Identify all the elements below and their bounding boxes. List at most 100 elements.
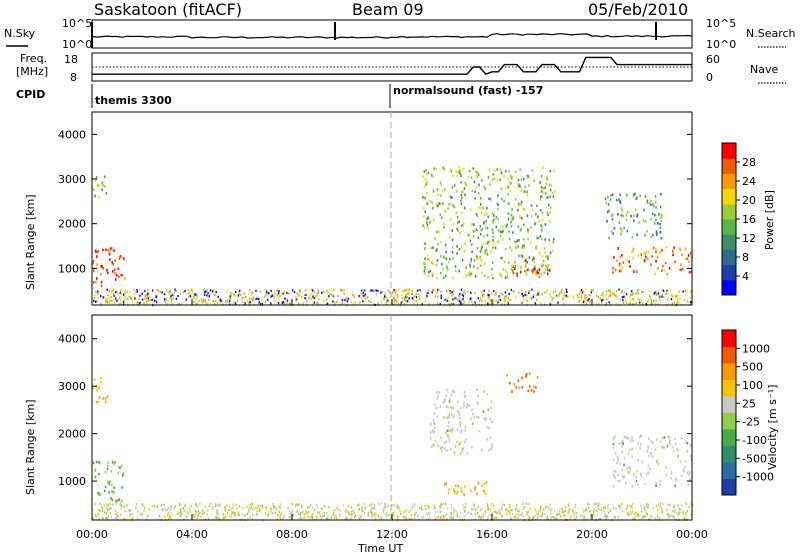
range-gate-cell (492, 221, 494, 224)
range-gate-cell (659, 483, 661, 487)
range-gate-cell (511, 513, 514, 516)
range-gate-cell (486, 206, 488, 210)
range-gate-cell (182, 506, 184, 509)
range-gate-cell (625, 293, 628, 296)
range-gate-cell (259, 303, 262, 306)
range-gate-cell (131, 513, 133, 516)
range-gate-cell (129, 514, 131, 517)
range-gate-cell (362, 300, 364, 303)
range-gate-cell (539, 505, 542, 508)
range-gate-cell (613, 293, 616, 296)
range-gate-cell (417, 289, 419, 292)
range-gate-cell (234, 301, 236, 304)
range-gate-cell (231, 292, 233, 295)
range-gate-cell (673, 301, 676, 304)
range-gate-cell (448, 260, 450, 264)
range-gate-cell (141, 298, 144, 301)
range-gate-cell (508, 230, 510, 233)
range-gate-cell (443, 167, 446, 171)
range-gate-cell (128, 509, 130, 512)
range-gate-cell (380, 517, 382, 520)
range-gate-cell (151, 505, 154, 508)
range-gate-cell (672, 445, 674, 449)
range-gate-cell (481, 484, 483, 488)
date-title: 05/Feb/2010 (588, 0, 688, 19)
range-gate-cell (285, 302, 288, 305)
range-gate-cell (100, 280, 103, 284)
range-gate-cell (441, 445, 444, 449)
range-gate-cell (282, 301, 285, 304)
range-gate-cell (622, 299, 624, 302)
range-gate-cell (190, 504, 192, 508)
range-gate-cell (544, 238, 546, 241)
range-gate-cell (665, 473, 668, 477)
range-gate-cell (161, 291, 163, 294)
range-gate-cell (491, 420, 493, 424)
range-gate-cell (192, 513, 195, 516)
range-gate-cell (549, 195, 552, 198)
range-gate-cell (499, 230, 502, 234)
range-gate-cell (655, 250, 657, 254)
range-gate-cell (657, 462, 660, 466)
range-gate-cell (588, 506, 590, 509)
range-gate-cell (517, 208, 519, 212)
range-gate-cell (450, 291, 452, 294)
range-gate-cell (549, 513, 552, 516)
range-gate-cell (370, 301, 372, 304)
freq-tick-top: 18 (64, 53, 78, 66)
range-gate-cell (119, 466, 121, 469)
range-gate-cell (351, 512, 353, 515)
range-gate-cell (196, 295, 198, 298)
range-gate-cell (536, 236, 538, 240)
range-gate-cell (572, 295, 575, 298)
range-gate-cell (545, 182, 548, 185)
range-gate-cell (667, 515, 670, 518)
range-gate-cell (95, 300, 97, 303)
range-gate-cell (687, 301, 689, 304)
range-gate-cell (558, 512, 560, 515)
range-gate-cell (99, 509, 101, 513)
range-gate-cell (429, 423, 432, 427)
range-gate-cell (511, 175, 513, 179)
range-gate-cell (109, 250, 111, 254)
range-gate-cell (588, 297, 590, 301)
range-gate-cell (100, 295, 102, 298)
range-gate-cell (94, 469, 97, 472)
range-gate-cell (422, 196, 424, 199)
range-gate-cell (501, 514, 503, 517)
range-gate-cell (202, 298, 205, 301)
range-gate-cell (156, 288, 158, 292)
range-gate-cell (378, 515, 380, 518)
range-gate-cell (670, 470, 673, 474)
range-gate-cell (540, 272, 543, 276)
range-gate-cell (397, 516, 399, 520)
range-gate-cell (346, 516, 348, 519)
range-gate-cell (659, 440, 662, 443)
range-gate-cell (580, 289, 583, 292)
range-gate-cell (535, 247, 538, 250)
range-gate-cell (513, 240, 516, 244)
range-gate-cell (452, 303, 454, 306)
range-gate-cell (471, 422, 474, 425)
range-gate-cell (404, 297, 406, 300)
range-gate-cell (473, 265, 475, 268)
range-gate-cell (100, 377, 102, 380)
range-gate-cell (491, 512, 494, 515)
range-gate-cell (686, 257, 689, 260)
range-gate-cell (453, 511, 455, 514)
range-gate-cell (447, 491, 450, 495)
range-gate-cell (435, 249, 437, 252)
range-gate-cell (467, 511, 469, 514)
range-gate-cell (527, 175, 530, 178)
range-gate-cell (209, 289, 212, 292)
range-gate-cell (233, 510, 235, 514)
range-gate-cell (473, 415, 475, 419)
range-gate-cell (123, 257, 125, 260)
range-gate-cell (615, 289, 618, 293)
range-gate-cell (307, 511, 309, 514)
range-gate-cell (622, 510, 624, 513)
range-gate-cell (361, 506, 363, 509)
range-gate-cell (190, 288, 193, 291)
range-gate-cell (612, 446, 615, 449)
range-gate-cell (689, 296, 691, 299)
